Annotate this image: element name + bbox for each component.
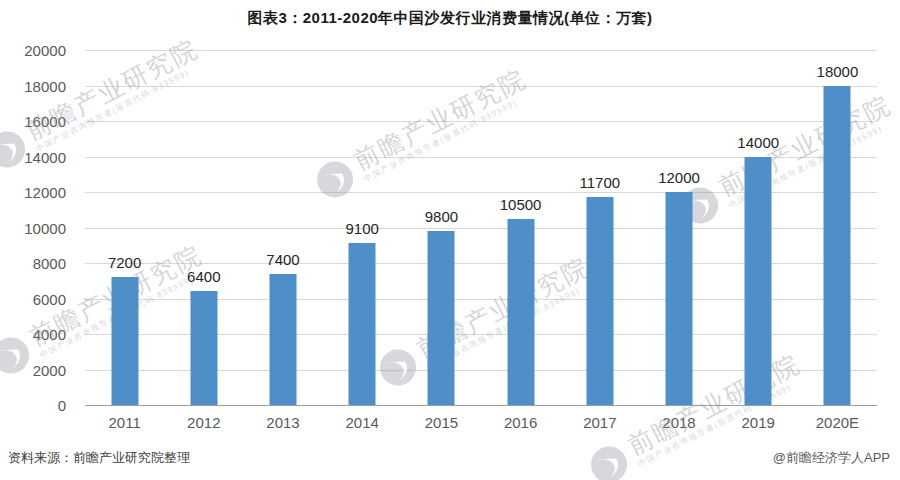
y-axis: 0200040006000800010000120001400016000180… xyxy=(0,50,72,405)
bar-slot: 7200 xyxy=(85,50,164,405)
bar-slot: 11700 xyxy=(560,50,639,405)
bars-row: 7200 6400 7400 9100 9800 10500 11700 12000 14000… xyxy=(85,50,877,405)
bar-2012 xyxy=(190,291,217,405)
bar-value-label: 14000 xyxy=(737,134,779,151)
qianzhan-swoosh-logo-icon xyxy=(584,439,635,480)
x-tick-label-2019: 2019 xyxy=(719,414,798,431)
bar-value-label: 11700 xyxy=(580,174,621,191)
bar-2014 xyxy=(349,243,376,405)
y-tick-label: 2000 xyxy=(33,361,66,378)
bar-2016 xyxy=(507,219,534,405)
bar-slot: 18000 xyxy=(798,50,877,405)
bar-slot: 7400 xyxy=(243,50,322,405)
y-tick-label: 20000 xyxy=(24,42,66,59)
bar-value-label: 9100 xyxy=(346,220,379,237)
y-tick-label: 10000 xyxy=(24,219,66,236)
bar-value-label: 10500 xyxy=(500,196,542,213)
bar-value-label: 7400 xyxy=(266,251,299,268)
x-tick-label-2015: 2015 xyxy=(402,414,481,431)
y-tick-label: 18000 xyxy=(24,77,66,94)
credit-note: @前瞻经济学人APP xyxy=(773,449,890,467)
bar-slot: 10500 xyxy=(481,50,560,405)
x-axis: 2011201220132014201520162017201820192020… xyxy=(85,414,877,431)
y-tick-label: 4000 xyxy=(33,326,66,343)
chart-title: 图表3：2011-2020年中国沙发行业消费量情况(单位：万套) xyxy=(0,9,900,28)
y-tick-label: 0 xyxy=(58,397,66,414)
bar-2015 xyxy=(428,231,455,405)
bar-value-label: 9800 xyxy=(425,208,458,225)
bar-2018 xyxy=(666,192,693,405)
bar-value-label: 12000 xyxy=(658,169,700,186)
bar-slot: 9100 xyxy=(323,50,402,405)
x-axis-line xyxy=(85,405,877,406)
plot-area: 7200 6400 7400 9100 9800 10500 11700 12000 14000… xyxy=(85,50,877,405)
y-tick-label: 6000 xyxy=(33,290,66,307)
x-tick-label-2012: 2012 xyxy=(164,414,243,431)
bar-2019 xyxy=(745,157,772,406)
y-tick-label: 12000 xyxy=(24,184,66,201)
bar-2020E xyxy=(824,86,851,406)
x-tick-label-2014: 2014 xyxy=(323,414,402,431)
chart-figure: 图表3：2011-2020年中国沙发行业消费量情况(单位：万套) 前瞻产业研究院… xyxy=(0,0,900,480)
y-tick-label: 16000 xyxy=(24,113,66,130)
y-tick-label: 14000 xyxy=(24,148,66,165)
x-tick-label-2018: 2018 xyxy=(639,414,718,431)
bar-value-label: 7200 xyxy=(108,254,141,271)
bar-2013 xyxy=(270,274,297,405)
bar-slot: 6400 xyxy=(164,50,243,405)
source-note: 资料来源：前瞻产业研究院整理 xyxy=(8,449,190,467)
bar-slot: 12000 xyxy=(639,50,718,405)
x-tick-label-2017: 2017 xyxy=(560,414,639,431)
bar-2011 xyxy=(111,277,138,405)
y-tick-label: 8000 xyxy=(33,255,66,272)
x-tick-label-2011: 2011 xyxy=(85,414,164,431)
x-tick-label-2020E: 2020E xyxy=(798,414,877,431)
bar-value-label: 18000 xyxy=(817,63,859,80)
bar-slot: 9800 xyxy=(402,50,481,405)
bar-2017 xyxy=(586,197,613,405)
bar-slot: 14000 xyxy=(719,50,798,405)
x-tick-label-2013: 2013 xyxy=(243,414,322,431)
x-tick-label-2016: 2016 xyxy=(481,414,560,431)
bar-value-label: 6400 xyxy=(187,268,220,285)
